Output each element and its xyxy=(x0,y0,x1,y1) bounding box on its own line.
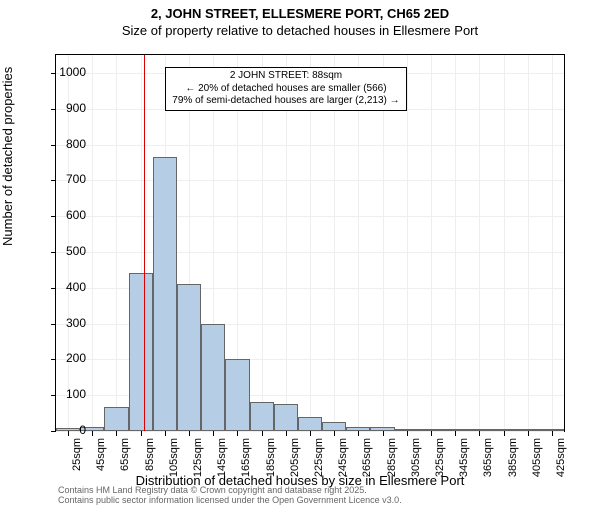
xtick-label: 185sqm xyxy=(265,438,277,477)
ytick-label: 500 xyxy=(46,244,86,258)
gridline-v xyxy=(504,55,505,431)
xtick-label: 85sqm xyxy=(144,438,156,471)
chart-title-main: 2, JOHN STREET, ELLESMERE PORT, CH65 2ED xyxy=(0,6,600,21)
xtick-label: 385sqm xyxy=(507,438,519,477)
gridline-v xyxy=(334,55,335,431)
xtick-mark xyxy=(407,431,408,436)
xtick-mark xyxy=(262,431,263,436)
histogram-bar xyxy=(298,417,322,431)
ytick-label: 300 xyxy=(46,316,86,330)
gridline-v xyxy=(92,55,93,431)
histogram-bar xyxy=(104,407,128,431)
xtick-label: 25sqm xyxy=(71,438,83,471)
ytick-label: 800 xyxy=(46,137,86,151)
histogram-bar xyxy=(177,284,201,431)
ytick-label: 1000 xyxy=(46,65,86,79)
histogram-bar xyxy=(346,427,370,431)
histogram-bar xyxy=(153,157,177,431)
gridline-v xyxy=(310,55,311,431)
xtick-label: 345sqm xyxy=(458,438,470,477)
histogram-bar xyxy=(129,273,153,431)
xtick-label: 325sqm xyxy=(434,438,446,477)
histogram-bar xyxy=(370,427,394,431)
xtick-mark xyxy=(92,431,93,436)
xtick-mark xyxy=(116,431,117,436)
xtick-mark xyxy=(383,431,384,436)
xtick-label: 205sqm xyxy=(289,438,301,477)
ytick-label: 600 xyxy=(46,208,86,222)
ytick-label: 900 xyxy=(46,101,86,115)
gridline-v xyxy=(431,55,432,431)
xtick-mark xyxy=(552,431,553,436)
histogram-bar xyxy=(250,402,274,431)
annotation-line1: 2 JOHN STREET: 88sqm xyxy=(172,70,399,83)
xtick-mark xyxy=(528,431,529,436)
xtick-mark xyxy=(165,431,166,436)
xtick-label: 365sqm xyxy=(482,438,494,477)
xtick-label: 65sqm xyxy=(119,438,131,471)
xtick-mark xyxy=(141,431,142,436)
gridline-v xyxy=(383,55,384,431)
plot-area: 2 JOHN STREET: 88sqm← 20% of detached ho… xyxy=(55,54,565,432)
gridline-v xyxy=(358,55,359,431)
xtick-mark xyxy=(431,431,432,436)
xtick-label: 305sqm xyxy=(410,438,422,477)
xtick-mark xyxy=(504,431,505,436)
annotation-box: 2 JOHN STREET: 88sqm← 20% of detached ho… xyxy=(165,67,406,111)
histogram-bar xyxy=(395,429,419,431)
xtick-label: 425sqm xyxy=(555,438,567,477)
ytick-label: 200 xyxy=(46,351,86,365)
xtick-mark xyxy=(237,431,238,436)
histogram-bar xyxy=(467,429,491,431)
xtick-label: 265sqm xyxy=(361,438,373,477)
xtick-mark xyxy=(310,431,311,436)
xtick-mark xyxy=(455,431,456,436)
ytick-label: 100 xyxy=(46,387,86,401)
ytick-label: 400 xyxy=(46,280,86,294)
histogram-bar xyxy=(274,404,298,431)
y-axis-label: Number of detached properties xyxy=(0,67,15,246)
histogram-bar xyxy=(201,324,225,431)
gridline-v xyxy=(116,55,117,431)
gridline-v xyxy=(262,55,263,431)
gridline-v xyxy=(479,55,480,431)
xtick-mark xyxy=(189,431,190,436)
xtick-label: 165sqm xyxy=(240,438,252,477)
footer-line-2: Contains public sector information licen… xyxy=(58,496,402,506)
xtick-label: 245sqm xyxy=(337,438,349,477)
histogram-bar xyxy=(540,429,564,431)
xtick-mark xyxy=(358,431,359,436)
xtick-label: 285sqm xyxy=(386,438,398,477)
xtick-label: 145sqm xyxy=(216,438,228,477)
attribution-footer: Contains HM Land Registry data © Crown c… xyxy=(58,486,402,506)
ytick-label: 0 xyxy=(46,423,86,437)
xtick-mark xyxy=(213,431,214,436)
histogram-bar xyxy=(491,429,515,431)
xtick-label: 105sqm xyxy=(168,438,180,477)
gridline-v xyxy=(407,55,408,431)
xtick-mark xyxy=(286,431,287,436)
annotation-line2: ← 20% of detached houses are smaller (56… xyxy=(172,83,399,96)
xtick-mark xyxy=(334,431,335,436)
chart-title-sub: Size of property relative to detached ho… xyxy=(0,23,600,38)
reference-line xyxy=(144,55,145,431)
xtick-mark xyxy=(479,431,480,436)
xtick-label: 225sqm xyxy=(313,438,325,477)
histogram-bar xyxy=(225,359,249,431)
histogram-bar xyxy=(443,429,467,431)
annotation-line3: 79% of semi-detached houses are larger (… xyxy=(172,95,399,108)
xtick-label: 125sqm xyxy=(192,438,204,477)
xtick-label: 45sqm xyxy=(95,438,107,471)
gridline-v xyxy=(286,55,287,431)
gridline-v xyxy=(455,55,456,431)
xtick-label: 405sqm xyxy=(531,438,543,477)
histogram-bar xyxy=(516,429,540,431)
histogram-bar xyxy=(419,429,443,431)
gridline-v xyxy=(552,55,553,431)
gridline-v xyxy=(528,55,529,431)
ytick-label: 700 xyxy=(46,172,86,186)
histogram-bar xyxy=(322,422,346,431)
